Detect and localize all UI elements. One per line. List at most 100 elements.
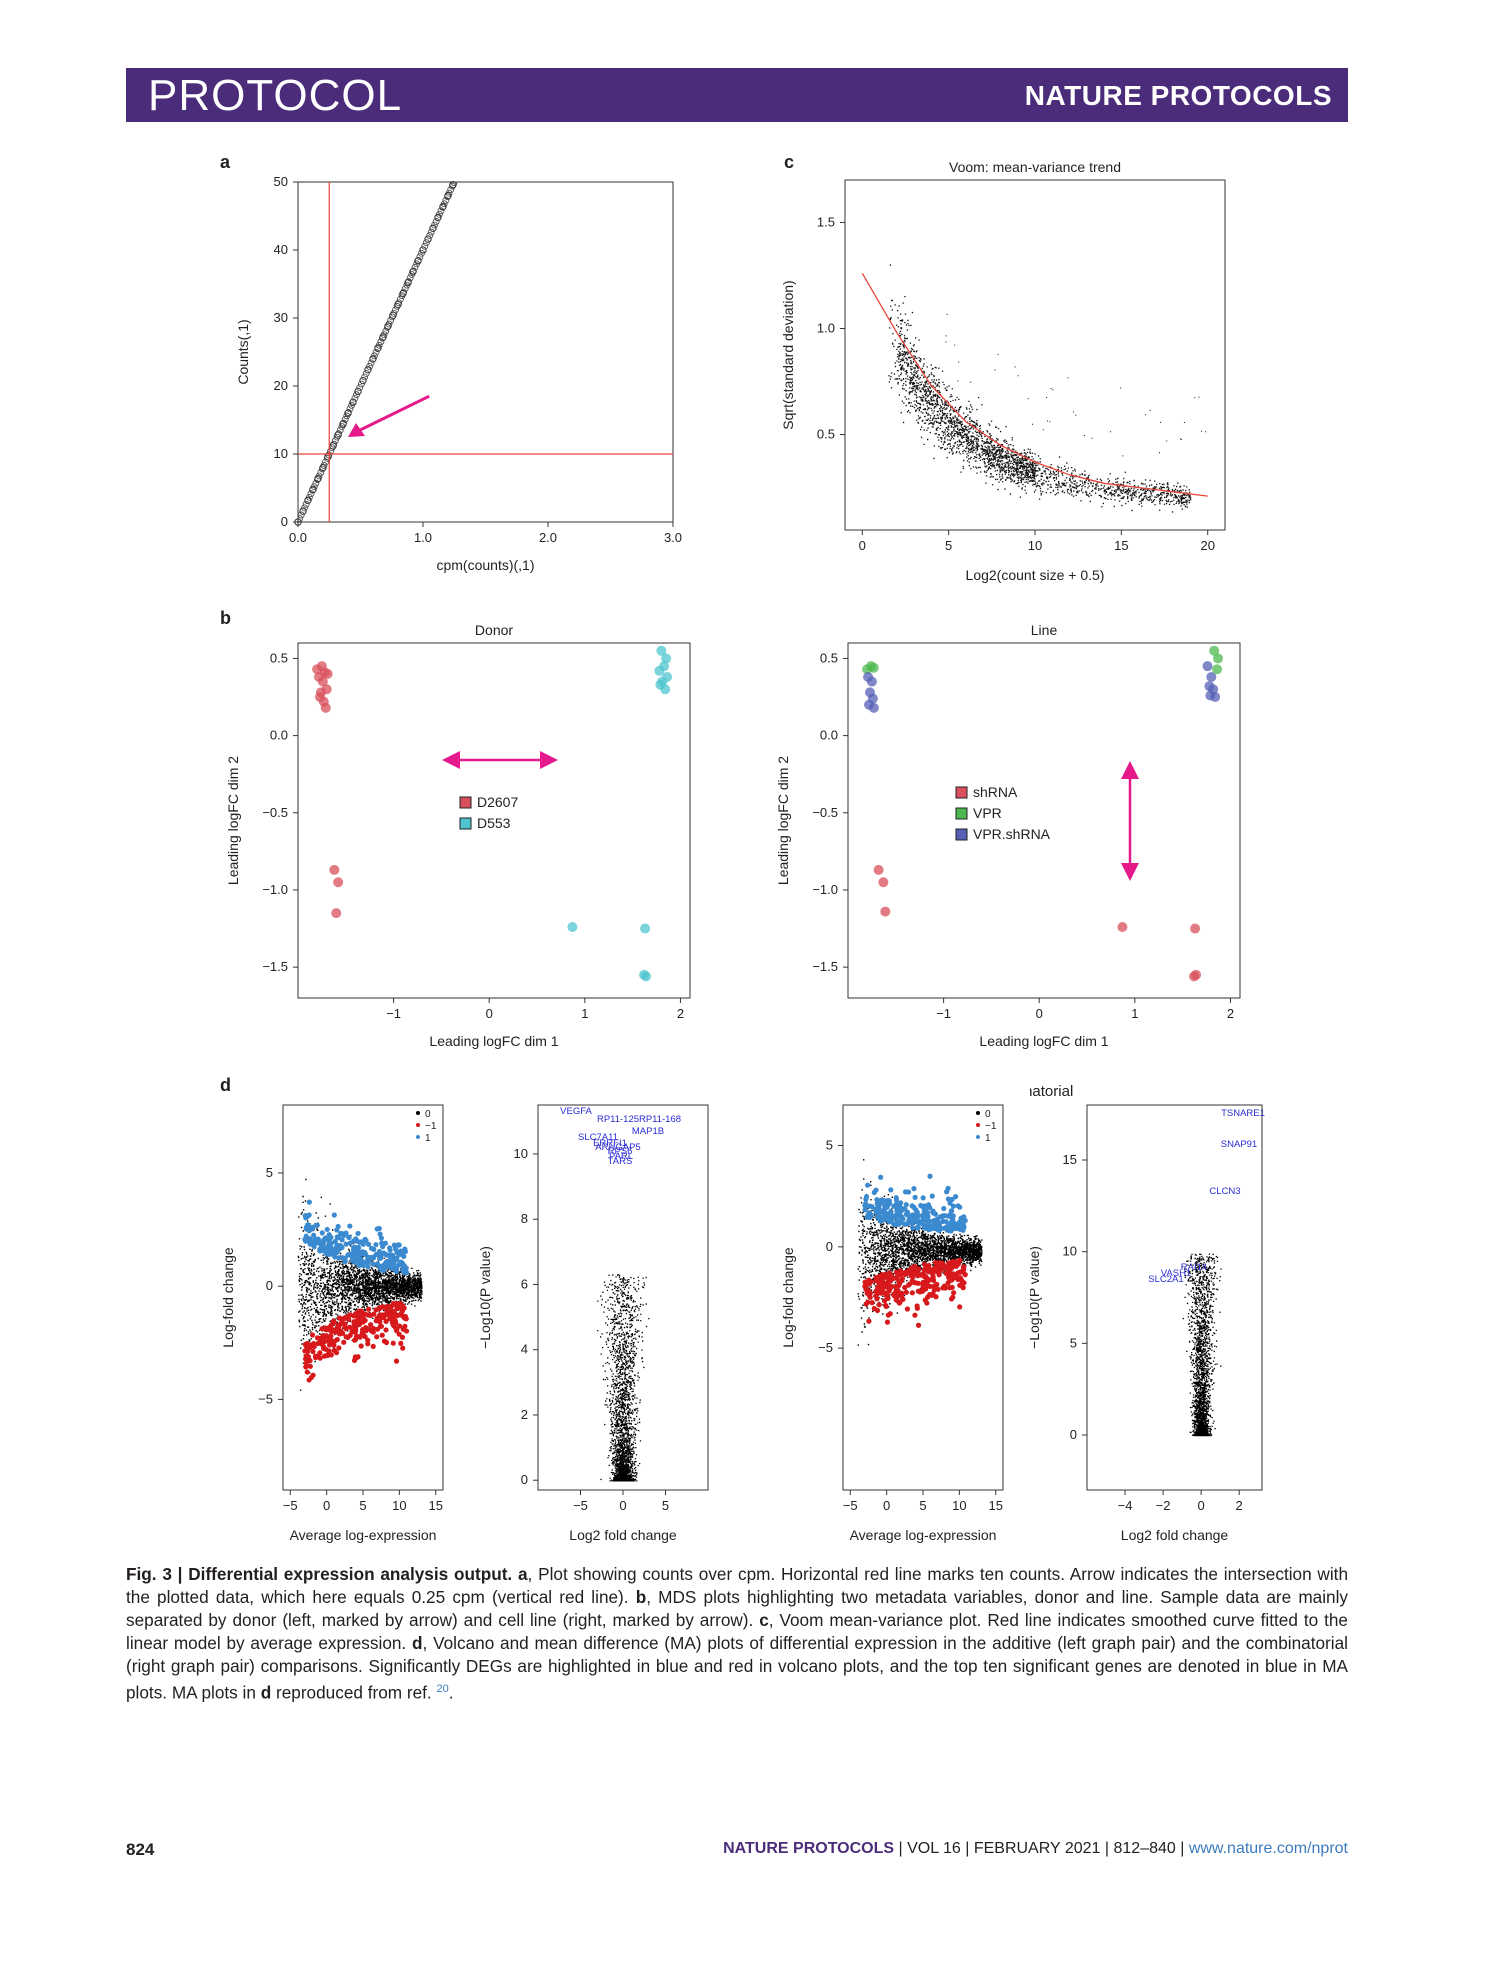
- data-point: [307, 490, 315, 498]
- data-point-down: [310, 1348, 316, 1355]
- data-point-up: [879, 1200, 885, 1206]
- data-point-up: [332, 1238, 338, 1244]
- data-point: [349, 398, 357, 406]
- footer-journal: NATURE PROTOCOLS: [723, 1840, 895, 1857]
- data-point-up: [896, 1221, 902, 1227]
- data-point: [335, 430, 343, 438]
- y-axis-label: Counts(,1): [235, 319, 251, 384]
- data-point-down: [867, 1290, 873, 1296]
- footer-url[interactable]: www.nature.com/nprot: [1188, 1840, 1348, 1857]
- data-point: [431, 221, 438, 229]
- data-point: [379, 334, 386, 342]
- x-tick-label: 0: [486, 1006, 493, 1021]
- data-point: [359, 377, 367, 384]
- data-point-down: [393, 1358, 400, 1364]
- data-point-up: [902, 1221, 908, 1227]
- legend-label: shRNA: [973, 784, 1018, 800]
- data-point-up: [897, 1212, 903, 1218]
- data-point-down: [957, 1257, 963, 1263]
- data-point: [356, 384, 364, 392]
- data-point-down: [874, 1307, 881, 1314]
- data-point-down: [891, 1292, 897, 1298]
- data-point-down: [336, 1345, 342, 1351]
- data-point: [353, 391, 360, 399]
- data-point-up: [351, 1252, 357, 1258]
- data-point-down: [914, 1305, 920, 1311]
- data-point: [351, 394, 359, 402]
- y-tick-label: 1.5: [817, 214, 835, 229]
- caption-a-text: , Plot showing counts over cpm. Horizont…: [126, 1564, 1348, 1607]
- annotation-arrowhead: [540, 751, 558, 769]
- data-point-up: [394, 1256, 400, 1263]
- data-point-up: [387, 1247, 393, 1253]
- x-tick-label: 15: [428, 1498, 442, 1513]
- chart-d-combinatorial-volcano: Combinatorial −4 −2 0 2 0 5 10 15 Log2 fold chang…: [1030, 1083, 1265, 1543]
- data-point: [654, 665, 665, 676]
- y-tick-label: 4: [521, 1342, 528, 1357]
- data-point: [304, 497, 312, 505]
- annotation-arrow: [353, 394, 430, 435]
- data-point-up: [331, 1212, 337, 1218]
- data-point-up: [341, 1255, 348, 1261]
- data-point: [388, 313, 396, 321]
- gene-label: SNAP91: [1221, 1139, 1257, 1150]
- data-point-up: [957, 1219, 963, 1225]
- caption-reference[interactable]: 20: [436, 1683, 449, 1695]
- data-point-down: [921, 1266, 928, 1273]
- annotation-arrowhead: [1121, 863, 1139, 881]
- data-point-down: [393, 1300, 400, 1307]
- x-tick-label: 0: [1198, 1498, 1205, 1513]
- trend-line: [861, 272, 1208, 497]
- data-point-up: [377, 1231, 383, 1237]
- data-point: [387, 317, 395, 324]
- data-point-down: [922, 1261, 928, 1268]
- x-axis-label: Log2 fold change: [569, 1527, 677, 1543]
- data-point: [403, 281, 411, 289]
- data-point: [372, 348, 380, 356]
- y-tick-label: 8: [521, 1211, 528, 1226]
- data-point-down: [342, 1324, 348, 1330]
- y-axis-label: Log-fold change: [220, 1247, 236, 1348]
- chart-title: Line: [1031, 622, 1058, 638]
- x-axis-label: Average log-expression: [850, 1527, 997, 1543]
- data-point: [322, 668, 333, 679]
- data-point: [444, 193, 451, 201]
- data-point: [298, 511, 305, 519]
- data-point-down: [354, 1333, 360, 1339]
- legend-label: 1: [425, 1133, 431, 1144]
- caption-d-letter-2: d: [260, 1682, 272, 1703]
- data-point-down: [400, 1345, 406, 1351]
- x-tick-label: 15: [1114, 538, 1128, 553]
- caption-d-letter: d: [412, 1633, 423, 1653]
- data-point: [320, 462, 328, 469]
- data-point-up: [304, 1235, 310, 1241]
- data-point-down: [957, 1275, 963, 1281]
- data-point: [414, 256, 422, 264]
- chart-title: Voom: mean-variance trend: [949, 159, 1121, 175]
- data-point: [331, 437, 339, 445]
- y-axis-label: Sqrt(standard deviation): [780, 280, 796, 429]
- data-point-up: [343, 1241, 349, 1247]
- x-tick-label: 0: [1036, 1006, 1043, 1021]
- data-point-up: [399, 1262, 405, 1268]
- gene-label: CLCN3: [1209, 1186, 1240, 1197]
- y-tick-label: −5: [818, 1340, 833, 1355]
- data-point: [868, 702, 879, 713]
- y-tick-label: −1.0: [812, 882, 838, 897]
- data-point-up: [947, 1221, 953, 1227]
- data-point-down: [926, 1263, 932, 1269]
- data-point: [405, 278, 412, 285]
- data-point-down: [935, 1264, 941, 1271]
- data-point: [432, 218, 440, 225]
- data-point-up: [353, 1236, 359, 1242]
- x-tick-label: 2: [1227, 1006, 1234, 1021]
- data-point: [416, 253, 424, 261]
- data-point-up: [950, 1225, 957, 1232]
- data-point: [340, 419, 347, 427]
- x-axis-label: Average log-expression: [290, 1527, 437, 1543]
- data-point: [567, 922, 578, 932]
- data-point-down: [866, 1281, 872, 1287]
- data-point-down: [869, 1300, 875, 1306]
- legend-label: D2607: [477, 794, 518, 810]
